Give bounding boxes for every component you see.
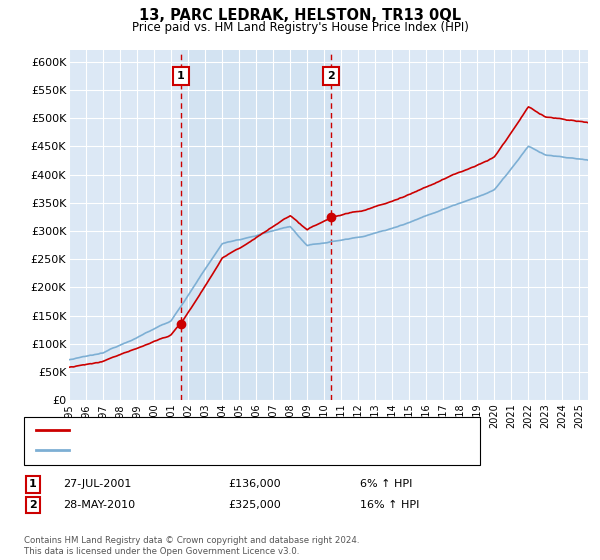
Text: 2: 2	[29, 500, 37, 510]
Text: 1: 1	[29, 479, 37, 489]
Text: 16% ↑ HPI: 16% ↑ HPI	[360, 500, 419, 510]
Bar	[181, 50, 331, 400]
Text: £325,000: £325,000	[228, 500, 281, 510]
Text: 27-JUL-2001: 27-JUL-2001	[63, 479, 131, 489]
Text: Price paid vs. HM Land Registry's House Price Index (HPI): Price paid vs. HM Land Registry's House …	[131, 21, 469, 34]
Text: 28-MAY-2010: 28-MAY-2010	[63, 500, 135, 510]
Text: HPI: Average price, detached house, Cornwall: HPI: Average price, detached house, Corn…	[75, 445, 313, 455]
Text: 2: 2	[328, 71, 335, 81]
Text: 1: 1	[177, 71, 185, 81]
Text: Contains HM Land Registry data © Crown copyright and database right 2024.
This d: Contains HM Land Registry data © Crown c…	[24, 536, 359, 556]
Text: 13, PARC LEDRAK, HELSTON, TR13 0QL (detached house): 13, PARC LEDRAK, HELSTON, TR13 0QL (deta…	[75, 424, 373, 435]
Text: 13, PARC LEDRAK, HELSTON, TR13 0QL: 13, PARC LEDRAK, HELSTON, TR13 0QL	[139, 8, 461, 24]
Text: £136,000: £136,000	[228, 479, 281, 489]
Text: 6% ↑ HPI: 6% ↑ HPI	[360, 479, 412, 489]
